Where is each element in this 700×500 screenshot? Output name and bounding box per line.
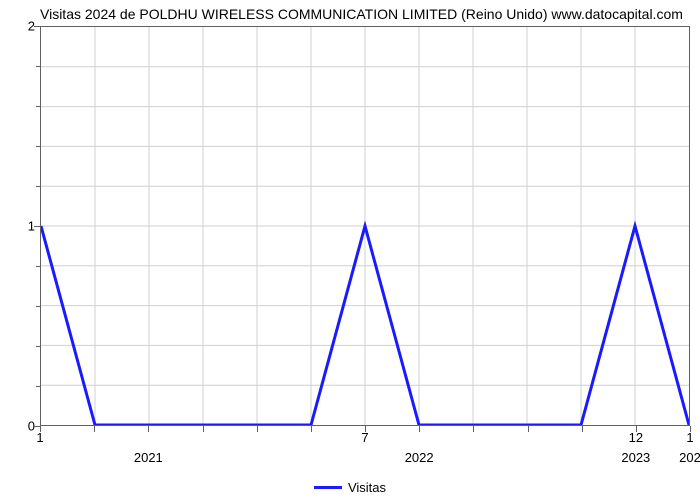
y-tick-label: 2 [5,19,35,34]
legend-item-visitas: Visitas [314,480,386,495]
plot-svg [41,27,689,425]
y-minor-tick-mark [36,306,40,307]
y-tick-label: 1 [5,219,35,234]
y-minor-tick-mark [36,266,40,267]
x-tick-mark [419,426,420,432]
y-minor-tick-mark [36,146,40,147]
legend: Visitas [0,476,700,495]
y-minor-tick-mark [36,66,40,67]
x-tick-mark [528,426,529,432]
x-tick-mark [148,426,149,432]
x-tick-mark [582,426,583,432]
x-tick-mark [203,426,204,432]
legend-swatch [314,486,342,489]
y-minor-tick-mark [36,386,40,387]
y-minor-tick-mark [36,186,40,187]
x-tick-label: 12 [629,430,643,445]
y-tick-label: 0 [5,419,35,434]
x-tick-label: 1 [36,430,43,445]
y-tick-mark [34,26,40,27]
x-group-label: 2021 [134,450,163,465]
x-tick-mark [473,426,474,432]
x-tick-mark [94,426,95,432]
y-minor-tick-mark [36,346,40,347]
y-minor-tick-mark [36,106,40,107]
x-tick-label: 1 [686,430,693,445]
x-group-label: 2022 [405,450,434,465]
plot-area [40,26,690,426]
chart-title: Visitas 2024 de POLDHU WIRELESS COMMUNIC… [40,6,683,22]
x-tick-mark [311,426,312,432]
x-tick-label: 7 [361,430,368,445]
x-group-label: 202 [679,450,700,465]
x-tick-mark [257,426,258,432]
chart-container: { "title": "Visitas 2024 de POLDHU WIREL… [0,0,700,500]
y-tick-mark [34,226,40,227]
x-group-label: 2023 [621,450,650,465]
legend-label: Visitas [348,480,386,495]
